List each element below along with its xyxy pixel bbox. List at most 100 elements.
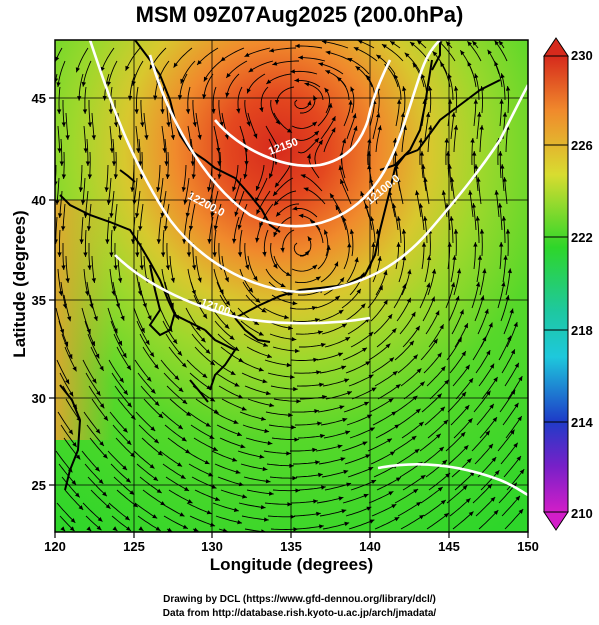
streamline-arrowhead <box>160 109 165 114</box>
streamline-arrowhead <box>383 299 388 305</box>
streamline-arrowhead <box>264 428 270 434</box>
streamline-arrowhead <box>311 306 317 311</box>
streamline <box>315 444 343 452</box>
streamline-arrowhead <box>473 99 478 104</box>
streamline-arrowhead <box>89 303 94 309</box>
streamline-arrowhead <box>502 112 508 117</box>
streamline-arrowhead <box>288 325 293 331</box>
streamline-arrowhead <box>390 41 396 46</box>
streamline <box>339 165 349 192</box>
streamline <box>161 411 184 430</box>
streamline-arrowhead <box>498 151 503 156</box>
streamline <box>163 372 184 393</box>
streamline-arrowhead <box>352 113 357 119</box>
streamline-arrowhead <box>258 331 264 336</box>
streamline-arrowhead <box>344 378 350 383</box>
streamline-arrowhead <box>431 268 437 274</box>
streamline <box>194 489 221 501</box>
streamline-arrowhead <box>319 524 324 529</box>
streamline <box>216 281 231 306</box>
streamline <box>89 294 98 322</box>
streamline-arrowhead <box>487 49 492 55</box>
streamline-arrowhead <box>344 521 350 527</box>
streamline-arrowhead <box>224 277 229 283</box>
streamline-arrowhead <box>180 474 186 479</box>
streamline <box>371 357 395 374</box>
streamline <box>298 214 321 231</box>
streamline <box>370 216 376 244</box>
streamline-arrowhead <box>265 479 271 484</box>
streamline-arrowhead <box>415 190 420 196</box>
streamline-arrowhead <box>156 488 162 493</box>
streamline <box>263 307 290 319</box>
streamline-arrowhead <box>68 354 73 359</box>
streamline-arrowhead <box>513 322 518 327</box>
streamline-arrowhead <box>160 501 166 506</box>
streamline <box>353 46 378 62</box>
streamline-arrowhead <box>260 505 266 510</box>
credit-line-data: Data from http://database.rish.kyoto-u.a… <box>162 608 437 619</box>
streamline-arrowhead <box>402 86 407 92</box>
streamline-arrowhead <box>365 361 371 366</box>
streamline <box>376 328 397 348</box>
streamline <box>319 365 347 374</box>
streamline-arrowhead <box>225 92 230 98</box>
streamline <box>419 282 430 309</box>
streamline-arrowhead <box>70 518 76 523</box>
streamline-arrowhead <box>410 42 415 47</box>
streamline <box>476 255 481 283</box>
streamline <box>449 164 453 192</box>
streamline-arrowhead <box>274 100 280 105</box>
streamline <box>248 60 274 73</box>
streamline <box>473 242 476 270</box>
streamline-arrowhead <box>340 179 345 185</box>
streamline <box>190 424 215 440</box>
streamline-arrowhead <box>169 302 174 308</box>
streamline-arrowhead <box>489 403 494 409</box>
streamline <box>398 255 405 283</box>
streamline-arrowhead <box>276 211 281 217</box>
streamline <box>314 139 324 166</box>
streamline-arrowhead <box>200 337 206 343</box>
streamline-arrowhead <box>255 185 260 191</box>
streamline <box>267 372 295 378</box>
streamline-arrowhead <box>144 135 149 140</box>
streamline <box>499 203 503 231</box>
streamline-arrowhead <box>485 430 490 436</box>
streamline-arrowhead <box>391 328 397 334</box>
streamline-arrowhead <box>369 427 375 432</box>
streamline <box>233 216 240 244</box>
streamline <box>241 515 269 521</box>
streamline-arrowhead <box>324 87 330 93</box>
streamline-arrowhead <box>413 354 418 360</box>
streamline-arrowhead <box>494 61 499 67</box>
streamline <box>335 204 347 231</box>
x-tick-150: 150 <box>517 539 539 554</box>
streamline-arrowhead <box>387 314 393 320</box>
streamline-arrowhead <box>353 125 358 131</box>
streamline-arrowhead <box>219 289 224 295</box>
streamline-arrowhead <box>331 127 336 133</box>
streamline-arrowhead <box>341 509 347 514</box>
streamline-arrowhead <box>261 308 267 313</box>
streamline-arrowhead <box>518 376 523 382</box>
streamline-arrowhead <box>338 309 344 315</box>
streamline <box>367 285 384 309</box>
streamline-arrowhead <box>425 112 431 117</box>
streamline <box>320 116 336 140</box>
streamline-arrowhead <box>158 413 164 418</box>
streamline-arrowhead <box>112 526 118 531</box>
streamline-arrowhead <box>222 528 228 532</box>
streamline-arrowhead <box>95 428 101 434</box>
streamline <box>239 229 243 257</box>
streamline-arrowhead <box>105 504 111 509</box>
streamline-arrowhead <box>123 390 128 395</box>
x-tick-135: 135 <box>280 539 302 554</box>
streamline <box>276 86 295 105</box>
streamline-arrowhead <box>178 424 183 430</box>
streamline-arrowhead <box>212 446 218 451</box>
streamline <box>143 398 164 419</box>
streamline-arrowhead <box>165 174 170 179</box>
streamline <box>290 500 318 504</box>
streamline-arrowhead <box>335 295 340 301</box>
